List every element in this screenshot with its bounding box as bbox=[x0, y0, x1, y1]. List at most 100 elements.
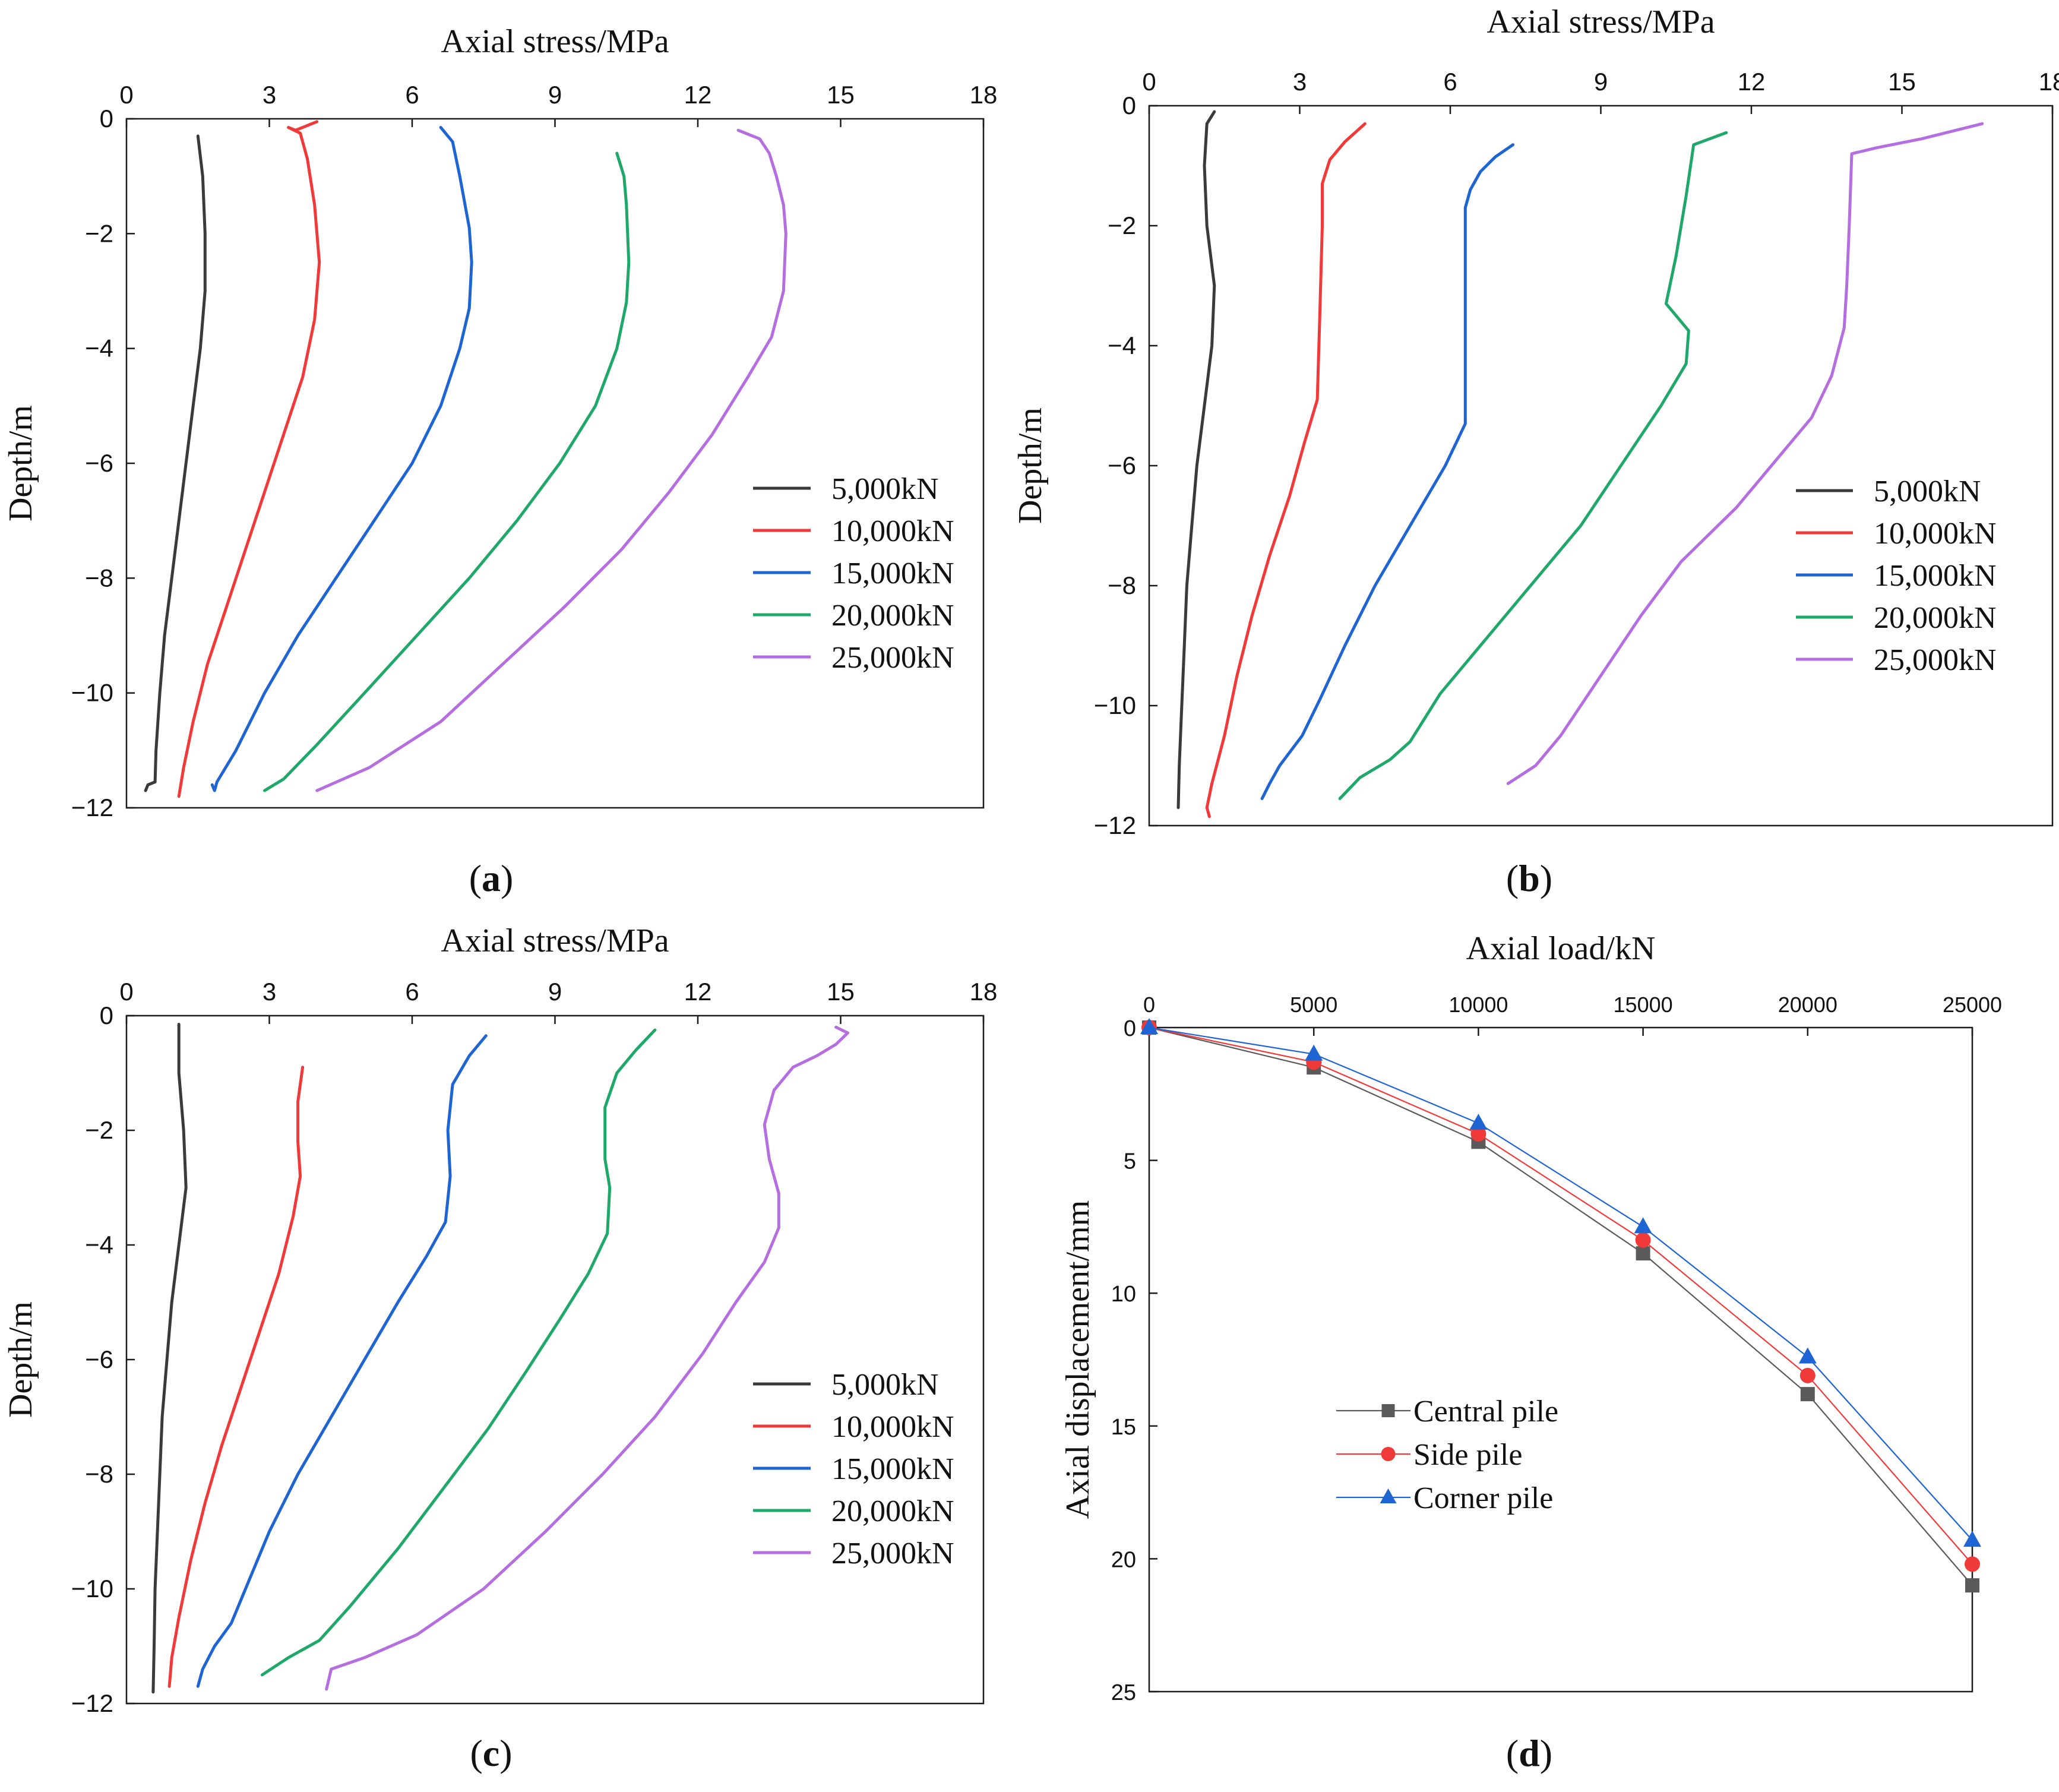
x-tick-label: 18 bbox=[970, 81, 998, 109]
point-marker bbox=[1305, 1044, 1323, 1061]
x-tick-label: 10000 bbox=[1448, 993, 1508, 1017]
series-1 bbox=[1176, 110, 1216, 810]
y-tick-label: −8 bbox=[85, 564, 113, 592]
series-line bbox=[151, 1023, 188, 1694]
y-tick-label: 25 bbox=[1111, 1680, 1136, 1705]
y-tick-label: −4 bbox=[1108, 331, 1136, 359]
x-tick-label: 15 bbox=[827, 81, 855, 109]
y-tick-label: 0 bbox=[100, 105, 113, 132]
x-tick-label: 6 bbox=[1443, 68, 1457, 96]
y-tick-label: −6 bbox=[85, 1345, 113, 1373]
legend-item: 25,000kN bbox=[753, 641, 954, 675]
legend-marker bbox=[1381, 1447, 1396, 1461]
panel-label: (d) bbox=[1506, 1732, 1552, 1774]
legend-item: Corner pile bbox=[1336, 1481, 1553, 1515]
y-tick-label: −2 bbox=[85, 219, 113, 247]
legend-item: 20,000kN bbox=[1796, 601, 1997, 635]
series-line bbox=[196, 1034, 488, 1688]
panel-label: (b) bbox=[1506, 857, 1552, 899]
x-axis-title: Axial stress/MPa bbox=[441, 23, 669, 60]
x-tick-label: 3 bbox=[1293, 68, 1307, 96]
y-tick-label: −10 bbox=[71, 1575, 113, 1603]
x-tick-label: 9 bbox=[1594, 68, 1608, 96]
point-marker bbox=[1140, 1018, 1158, 1034]
y-tick-label: −12 bbox=[71, 794, 113, 821]
y-tick-label: 15 bbox=[1111, 1415, 1136, 1440]
series-line bbox=[325, 1025, 849, 1691]
legend-item: 15,000kN bbox=[1796, 559, 1997, 593]
plot-frame bbox=[1148, 1026, 1973, 1693]
series-2 bbox=[1141, 1020, 1980, 1572]
chart-panel-1: 0 3 6 9 12 15 18 0 −2 −4 −6 −8 −10 −12 Axial stress/MP… bbox=[2, 23, 998, 899]
x-axis-title: Axial stress/MPa bbox=[1486, 4, 1715, 40]
x-tick-label: 12 bbox=[684, 978, 712, 1006]
chart-panel-3: 0 3 6 9 12 15 18 0 −2 −4 −6 −8 −10 −12 Axial stress/MP… bbox=[2, 922, 998, 1774]
x-tick-label: 18 bbox=[970, 978, 998, 1006]
y-tick-label: −10 bbox=[1094, 691, 1136, 719]
series-line bbox=[1148, 1026, 1973, 1541]
panel-label: (a) bbox=[469, 857, 514, 899]
x-axis-title: Axial stress/MPa bbox=[441, 922, 669, 959]
point-marker bbox=[1965, 1578, 1979, 1593]
y-axis-title: Depth/m bbox=[2, 405, 39, 522]
y-tick-label: 5 bbox=[1124, 1149, 1136, 1174]
y-axis-title: Depth/m bbox=[2, 1301, 39, 1418]
chart-panel-2: 0 3 6 9 12 15 18 0 −2 −4 −6 −8 −10 −12 Axial stress/MP… bbox=[1012, 4, 2059, 899]
y-tick-label: −10 bbox=[71, 679, 113, 707]
legend-item: 10,000kN bbox=[753, 514, 954, 548]
series-line bbox=[263, 151, 631, 792]
series-3 bbox=[196, 1034, 488, 1688]
y-tick-label: −2 bbox=[85, 1116, 113, 1144]
x-tick-label: 3 bbox=[262, 81, 276, 109]
series-3 bbox=[210, 126, 473, 792]
series-line bbox=[1338, 131, 1728, 800]
series-1 bbox=[1142, 1020, 1979, 1593]
legend-label: 20,000kN bbox=[831, 599, 954, 633]
legend-label: 5,000kN bbox=[831, 472, 939, 506]
y-axis-title: Axial displacement/mm bbox=[1059, 1200, 1096, 1519]
series-5 bbox=[1506, 122, 1984, 785]
y-tick-label: −12 bbox=[71, 1689, 113, 1717]
y-tick-label: 20 bbox=[1111, 1547, 1136, 1572]
legend-item: 5,000kN bbox=[753, 1368, 939, 1402]
point-marker bbox=[1470, 1126, 1486, 1142]
series-line bbox=[1176, 110, 1216, 810]
series-line bbox=[144, 134, 207, 792]
series-3 bbox=[1260, 143, 1515, 800]
legend-label: 15,000kN bbox=[1874, 559, 1997, 593]
legend-label: Corner pile bbox=[1413, 1481, 1553, 1515]
point-marker bbox=[1963, 1531, 1981, 1547]
series-line bbox=[1260, 143, 1515, 800]
legend-label: 20,000kN bbox=[831, 1494, 954, 1528]
y-tick-label: −12 bbox=[1094, 811, 1136, 839]
legend-label: 10,000kN bbox=[831, 1410, 954, 1444]
series-4 bbox=[261, 1028, 657, 1677]
legend-marker bbox=[1380, 1488, 1397, 1503]
legend-label: 5,000kN bbox=[1874, 475, 1981, 508]
series-line bbox=[1148, 1026, 1973, 1565]
x-tick-label: 0 bbox=[119, 81, 133, 109]
series-2 bbox=[1205, 122, 1367, 818]
series-1 bbox=[151, 1023, 188, 1694]
legend-item: 25,000kN bbox=[1796, 643, 1997, 677]
legend-item: 10,000kN bbox=[753, 1410, 954, 1444]
legend-label: 10,000kN bbox=[831, 514, 954, 548]
y-tick-label: −8 bbox=[1108, 571, 1136, 599]
legend-label: 25,000kN bbox=[1874, 643, 1997, 677]
series-3 bbox=[1140, 1018, 1981, 1547]
point-marker bbox=[1469, 1113, 1488, 1130]
legend-item: 15,000kN bbox=[753, 1452, 954, 1486]
x-tick-label: 18 bbox=[2039, 68, 2059, 96]
point-marker bbox=[1800, 1387, 1815, 1402]
x-tick-label: 6 bbox=[405, 978, 419, 1006]
series-1 bbox=[144, 134, 207, 792]
point-marker bbox=[1635, 1232, 1651, 1248]
panel-label: (c) bbox=[470, 1732, 512, 1774]
x-tick-label: 5000 bbox=[1290, 993, 1337, 1017]
legend-label: 5,000kN bbox=[831, 1368, 939, 1402]
y-tick-label: 0 bbox=[1124, 1016, 1136, 1041]
legend-item: 25,000kN bbox=[753, 1537, 954, 1570]
series-5 bbox=[325, 1025, 849, 1691]
x-tick-label: 0 bbox=[1143, 993, 1155, 1017]
